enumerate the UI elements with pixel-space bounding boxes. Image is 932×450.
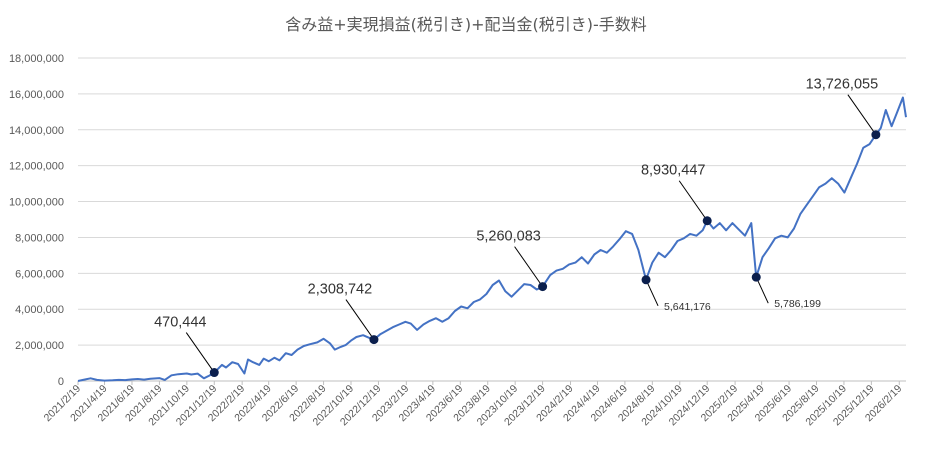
chart-title: 含み益+実現損益(税引き)+配当金(税引き)-手数料 xyxy=(285,15,647,34)
annotation-label: 2,308,742 xyxy=(308,282,373,298)
annotation-marker xyxy=(871,130,881,140)
y-axis-ticks: 0 2,000,000 4,000,000 6,000,000 8,000,000 10,… xyxy=(9,53,64,388)
y-tick-label: 2,000,000 xyxy=(15,340,64,352)
annotation-marker xyxy=(369,335,379,345)
annotation-marker xyxy=(538,282,548,292)
annotation-marker xyxy=(751,272,761,282)
y-tick-label: 4,000,000 xyxy=(15,304,64,316)
annotation-label: 8,930,447 xyxy=(641,163,706,179)
y-tick-label: 12,000,000 xyxy=(9,161,64,173)
annotation-label: 5,641,176 xyxy=(664,301,711,313)
annotations-layer: 470,444 2,308,742 5,260,083 5,641,176 8,930,… xyxy=(154,77,881,378)
y-tick-label: 10,000,000 xyxy=(9,197,64,209)
annotation-leader xyxy=(185,332,215,373)
annotation-leader xyxy=(345,299,375,340)
annotation-leader xyxy=(645,279,659,306)
annotation-label: 5,260,083 xyxy=(476,229,541,245)
series-line xyxy=(77,96,907,382)
annotation-label: 13,726,055 xyxy=(806,77,879,93)
annotation-marker xyxy=(641,275,651,285)
y-tick-label: 6,000,000 xyxy=(15,268,64,280)
annotation-marker xyxy=(702,216,712,226)
annotation-leader xyxy=(678,180,708,222)
series-layer xyxy=(77,96,907,382)
y-tick-label: 0 xyxy=(58,376,64,388)
gridlines xyxy=(78,57,906,382)
annotation-marker xyxy=(209,368,219,378)
annotation-leader xyxy=(755,276,769,304)
annotation-label: 5,786,199 xyxy=(774,298,821,310)
y-tick-label: 8,000,000 xyxy=(15,232,64,244)
y-tick-label: 18,000,000 xyxy=(9,53,64,65)
annotation-leader xyxy=(514,246,544,287)
y-tick-label: 16,000,000 xyxy=(9,89,64,101)
annotation-leader xyxy=(847,94,877,135)
y-tick-label: 14,000,000 xyxy=(9,125,64,137)
annotation-label: 470,444 xyxy=(154,315,206,331)
